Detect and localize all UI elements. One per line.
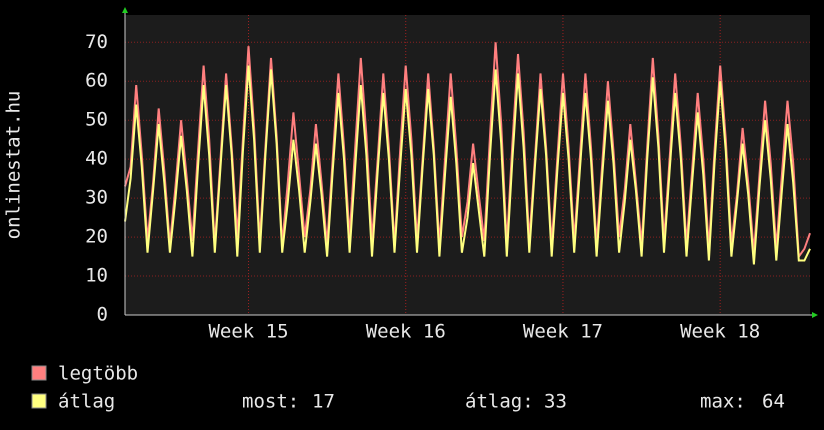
x-tick-label: Week 17 (523, 321, 603, 343)
series-line (124, 65, 811, 265)
y-tick-label: 30 (85, 187, 108, 209)
stat-value: 64 (762, 391, 785, 413)
stat-value: 17 (312, 391, 335, 413)
y-axis-label: onlinestat.hu (3, 91, 25, 240)
stat-label: max: (700, 391, 746, 413)
x-tick-label: Week 16 (366, 321, 446, 343)
stat-value: 33 (544, 391, 567, 413)
legend-swatch (31, 393, 47, 409)
x-tick-label: Week 18 (680, 321, 760, 343)
legend-label: átlag (58, 391, 115, 413)
y-tick-label: 0 (97, 304, 108, 326)
x-tick-label: Week 15 (208, 321, 288, 343)
y-tick-label: 70 (85, 31, 108, 53)
plot-area (125, 15, 810, 315)
y-tick-label: 20 (85, 226, 108, 248)
stat-label: átlag: (465, 391, 534, 413)
axis-arrow (122, 7, 128, 13)
y-tick-label: 10 (85, 265, 108, 287)
y-tick-label: 60 (85, 70, 108, 92)
stat-label: most: (242, 391, 299, 413)
legend-swatch (31, 365, 47, 381)
legend-label: legtöbb (58, 363, 138, 385)
axis-arrow (812, 312, 818, 318)
y-tick-label: 50 (85, 109, 108, 131)
y-tick-label: 40 (85, 148, 108, 170)
